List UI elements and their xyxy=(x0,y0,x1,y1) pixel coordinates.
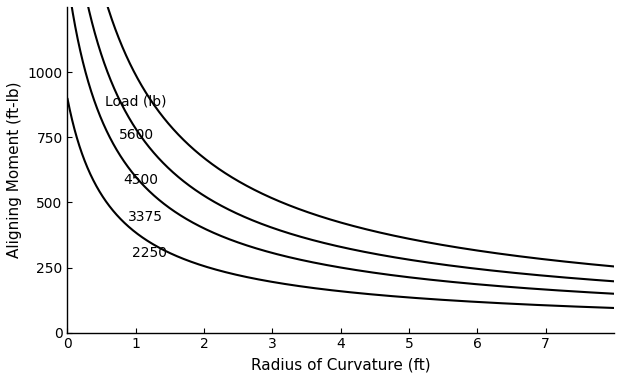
X-axis label: Radius of Curvature (ft): Radius of Curvature (ft) xyxy=(251,357,430,372)
Text: 4500: 4500 xyxy=(124,173,158,187)
Y-axis label: Aligning Moment (ft-lb): Aligning Moment (ft-lb) xyxy=(7,81,22,258)
Text: Load (lb): Load (lb) xyxy=(105,95,166,109)
Text: 5600: 5600 xyxy=(119,127,154,141)
Text: 2250: 2250 xyxy=(132,246,168,260)
Text: 3375: 3375 xyxy=(127,210,163,224)
